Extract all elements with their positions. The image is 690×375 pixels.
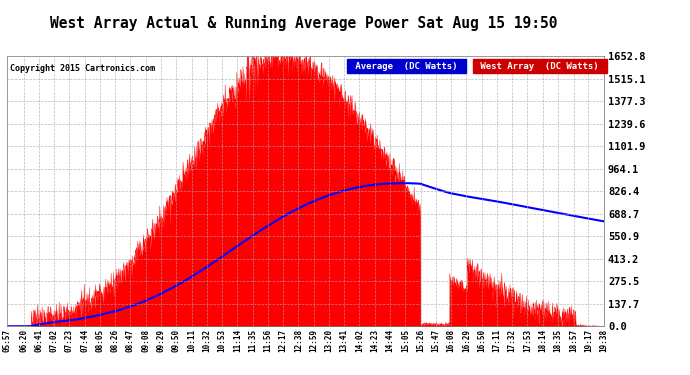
Text: West Array Actual & Running Average Power Sat Aug 15 19:50: West Array Actual & Running Average Powe… [50, 15, 558, 31]
Text: West Array  (DC Watts): West Array (DC Watts) [475, 62, 604, 70]
Text: Average  (DC Watts): Average (DC Watts) [350, 62, 463, 70]
Text: Copyright 2015 Cartronics.com: Copyright 2015 Cartronics.com [10, 64, 155, 74]
